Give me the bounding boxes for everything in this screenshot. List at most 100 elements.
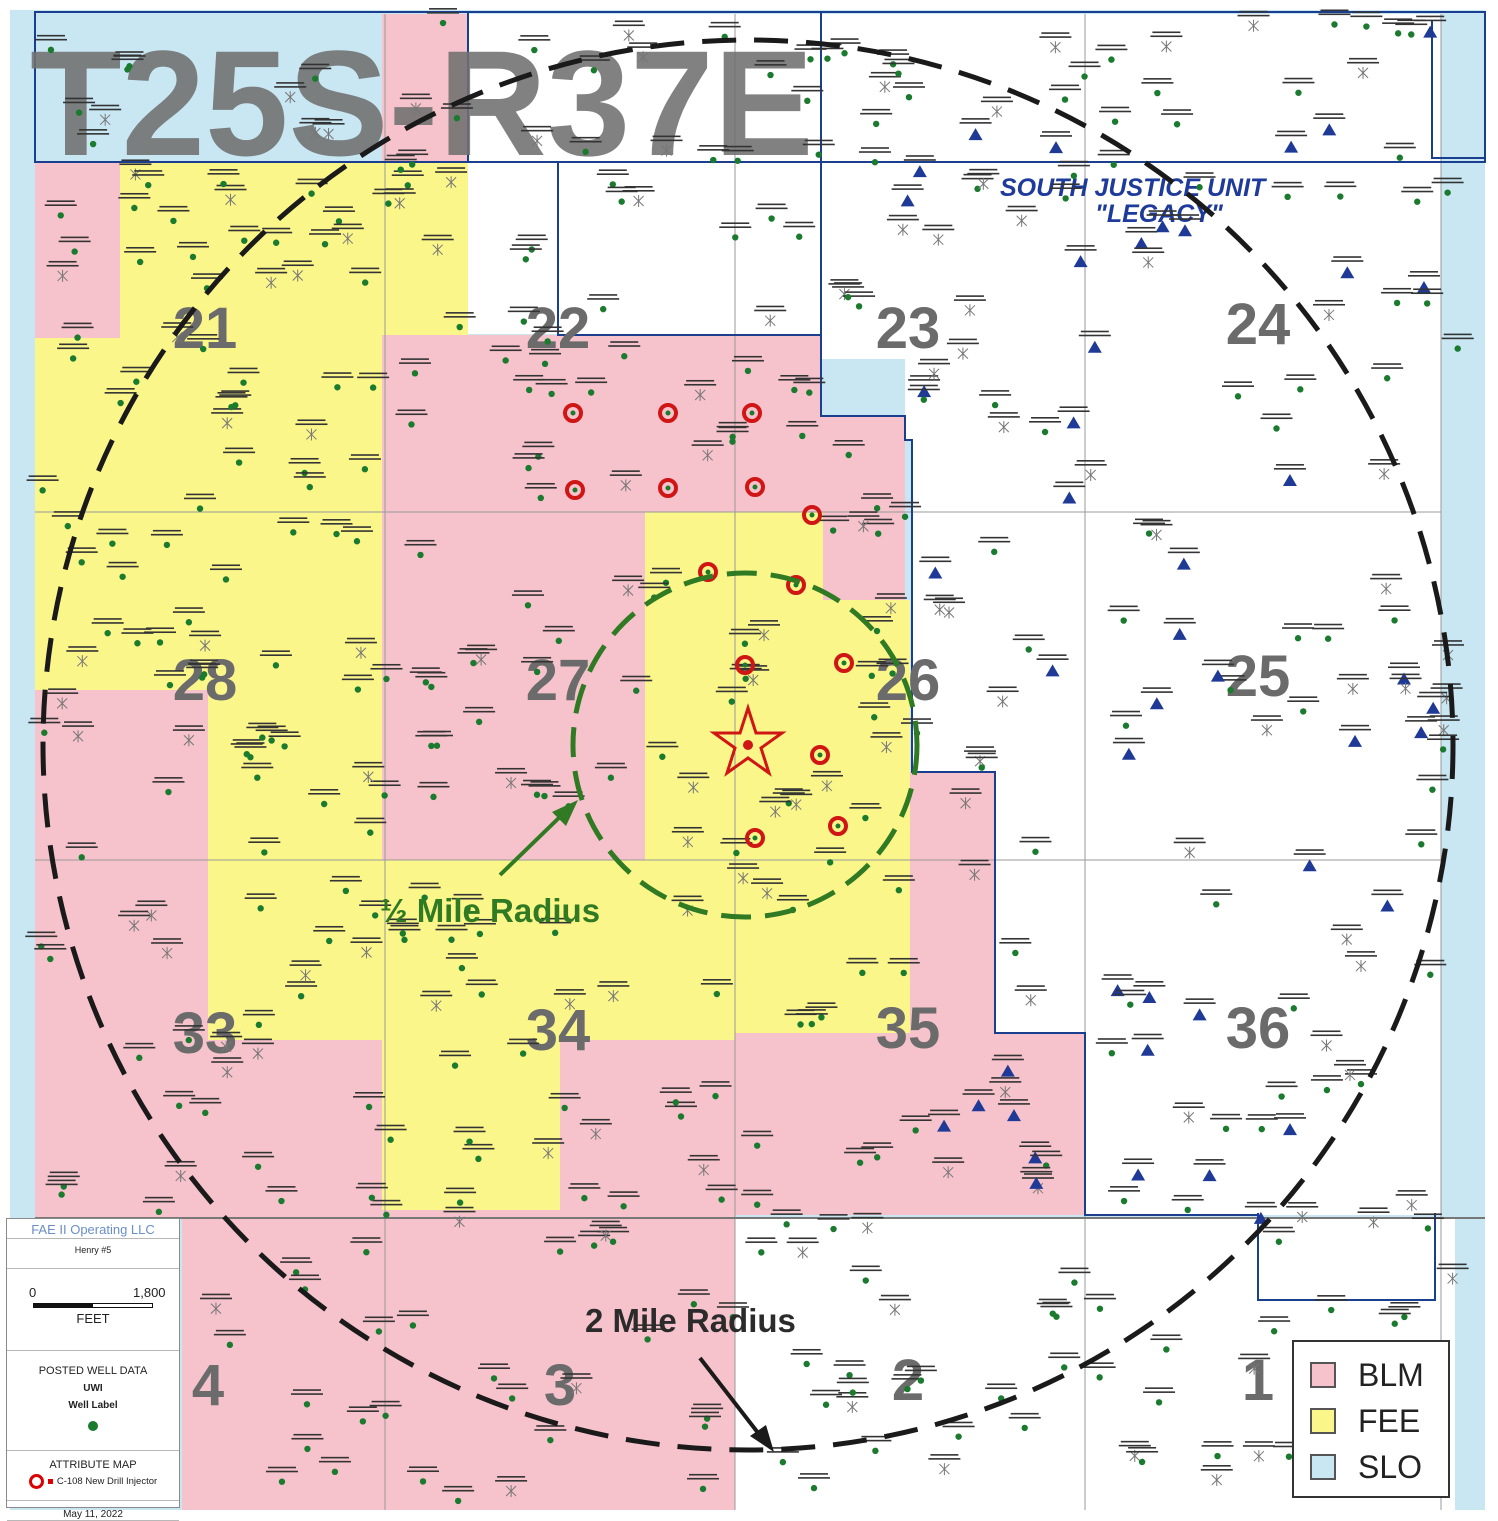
well-label-line xyxy=(693,1403,722,1406)
well-label-line xyxy=(989,1081,1022,1083)
well-label-line xyxy=(1042,1301,1071,1304)
oil-well-icon xyxy=(175,1102,183,1110)
well-label-line xyxy=(686,379,715,382)
well-label-line xyxy=(213,1333,246,1336)
well-label-line xyxy=(528,785,561,787)
posted-well-data: POSTED WELL DATA UWI Well Label xyxy=(7,1351,179,1451)
oil-well-icon xyxy=(1111,118,1119,125)
half-mile-arrow xyxy=(498,800,578,877)
well-label-line xyxy=(650,139,683,142)
well-label-line xyxy=(848,957,877,960)
oil-well-icon xyxy=(166,681,174,689)
plugged-well-icon xyxy=(72,730,84,743)
plugged-well-icon xyxy=(56,697,68,710)
well-label-line xyxy=(79,129,108,131)
well-label-line xyxy=(730,628,759,631)
oil-well-icon xyxy=(1025,646,1032,653)
well-label-line xyxy=(544,1240,577,1243)
well-label-line xyxy=(368,784,401,787)
well-label-line xyxy=(1416,15,1445,18)
well-label-line xyxy=(420,994,453,997)
well-label-line xyxy=(370,667,403,670)
well-label-line xyxy=(257,725,286,728)
well-label-line xyxy=(384,158,417,161)
plugged-well-icon xyxy=(999,1086,1011,1099)
well-label-line xyxy=(910,375,939,377)
oil-well-icon xyxy=(1108,56,1115,63)
well-label-line xyxy=(478,1367,511,1370)
oil-well-icon xyxy=(47,46,55,54)
well-label-line xyxy=(191,1097,220,1100)
oil-well-icon xyxy=(991,401,999,409)
well-label-line xyxy=(790,1352,823,1355)
well-label-line xyxy=(411,667,440,669)
well-label-line xyxy=(1431,181,1464,184)
oil-well-icon xyxy=(331,1468,339,1476)
oil-well-icon xyxy=(1331,21,1338,28)
oil-well-icon xyxy=(1127,1001,1134,1008)
well-label-line xyxy=(163,322,192,324)
well-label-line xyxy=(988,686,1017,689)
well-label-line xyxy=(417,785,450,788)
well-label-line xyxy=(359,372,388,375)
well-label-line xyxy=(465,648,498,651)
well-label-line xyxy=(646,745,679,748)
well-label-line xyxy=(731,359,764,362)
well-label-line xyxy=(720,841,753,844)
well-label-line xyxy=(753,878,782,880)
plugged-well-icon xyxy=(622,584,634,597)
well-label-line xyxy=(331,227,364,230)
well-label-line xyxy=(1246,1201,1275,1204)
oil-well-icon xyxy=(361,466,369,473)
oil-well-icon xyxy=(810,1484,818,1492)
well-label-line xyxy=(176,245,209,248)
well-label-line xyxy=(961,177,994,180)
oil-well-icon xyxy=(78,854,85,861)
well-label-line xyxy=(607,186,636,189)
oil-well-icon xyxy=(326,937,333,945)
well-label-line xyxy=(1419,691,1448,694)
well-label-line xyxy=(1051,84,1080,87)
plugged-well-icon xyxy=(361,946,372,959)
oil-well-icon xyxy=(1408,31,1415,38)
oil-well-icon xyxy=(824,55,831,62)
well-label-line xyxy=(577,59,610,61)
well-label-line xyxy=(920,358,949,361)
well-label-line xyxy=(861,497,894,499)
well-label-line xyxy=(1432,683,1461,685)
oil-well-icon xyxy=(749,410,755,416)
oil-well-icon xyxy=(1184,1206,1191,1214)
well-label-line xyxy=(437,924,466,927)
well-label-line xyxy=(515,374,544,377)
well-label-line xyxy=(925,594,954,597)
oil-well-icon xyxy=(475,1155,482,1163)
well-label-line xyxy=(1135,981,1164,983)
plugged-well-icon xyxy=(284,91,296,104)
well-label-line xyxy=(398,149,427,152)
well-label-line xyxy=(1286,1205,1319,1208)
well-label-line xyxy=(151,942,184,944)
well-label-line xyxy=(859,1439,892,1442)
well-label-line xyxy=(1333,1063,1366,1066)
well-label-line xyxy=(445,312,474,314)
well-label-line xyxy=(1383,287,1412,290)
well-label-line xyxy=(830,38,859,40)
well-label-line xyxy=(858,151,891,153)
well-label-line xyxy=(893,1374,922,1376)
well-label-line xyxy=(243,762,272,765)
plugged-well-icon xyxy=(1161,40,1172,53)
well-label-line xyxy=(288,1278,321,1281)
well-label-line xyxy=(754,309,787,312)
plugged-well-icon xyxy=(1085,469,1097,482)
oil-well-icon xyxy=(1328,1306,1335,1314)
well-label-line xyxy=(743,1130,772,1133)
well-label-line xyxy=(1112,741,1145,744)
well-label-line xyxy=(174,725,203,727)
unit-well-triangle-icon xyxy=(1131,1168,1146,1181)
well-label-line xyxy=(104,392,137,394)
well-label-line xyxy=(393,170,422,172)
well-label-line xyxy=(599,981,628,983)
injector-square-icon xyxy=(47,1479,53,1484)
well-label-line xyxy=(65,97,94,100)
well-label-line xyxy=(274,86,307,88)
